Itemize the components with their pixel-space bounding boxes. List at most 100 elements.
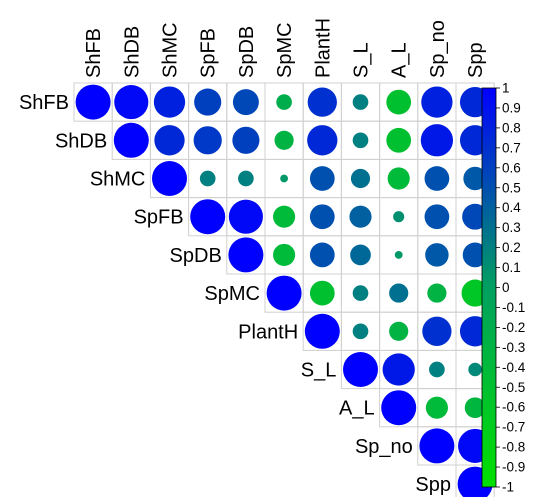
corr-circle-S_L-A_L (382, 353, 415, 386)
corr-circle-ShDB-PlantH (307, 125, 338, 156)
corr-circle-SpFB-SpDB (228, 199, 263, 234)
colorbar-tick-label: 1 (502, 81, 510, 96)
corr-circle-ShFB-A_L (386, 89, 412, 115)
corr-circle-ShFB-ShMC (153, 86, 186, 118)
corr-circle-SpDB-SpMC (273, 243, 296, 266)
corr-circle-ShMC-ShMC (152, 161, 187, 196)
column-label-SpFB: SpFB (198, 28, 220, 78)
corr-circle-ShDB-A_L (386, 127, 412, 153)
corr-circle-SpDB-Sp_no (425, 243, 449, 267)
colorbar-tick-label: -0.1 (502, 300, 525, 315)
corr-circle-ShMC-PlantH (309, 166, 335, 191)
corr-circle-ShMC-Spp (463, 166, 487, 191)
column-labels: ShFB ShDB ShMC SpFB SpDB SpMC PlantH S_L A_L Sp_n… (83, 18, 487, 78)
corr-circle-ShMC-SpDB (238, 170, 254, 187)
grid-lines (73, 82, 495, 497)
column-label-PlantH: PlantH (312, 18, 334, 78)
corr-circle-SpFB-Spp (462, 203, 489, 230)
corr-circle-ShFB-Sp_no (421, 86, 453, 118)
colorbar-tick-label: -1 (502, 480, 514, 495)
corr-circle-SpFB-PlantH (309, 204, 335, 230)
colorbar-tick-label: 0.9 (502, 100, 521, 115)
row-label-ShFB: ShFB (19, 92, 69, 114)
corr-circle-A_L-Sp_no (425, 396, 448, 419)
corr-circle-SpMC-A_L (389, 283, 409, 303)
row-label-A_L: A_L (339, 398, 375, 420)
corr-circle-ShDB-Sp_no (420, 124, 454, 157)
corr-circle-SpDB-PlantH (309, 242, 335, 268)
corr-circle-ShFB-SpFB (194, 88, 222, 116)
corr-circle-ShFB-PlantH (307, 87, 337, 117)
corr-circle-ShDB-ShMC (154, 125, 185, 156)
corr-circle-S_L-Spp (468, 362, 482, 377)
corr-circle-ShFB-SpDB (232, 89, 259, 116)
corr-circle-SpFB-SpMC (273, 205, 296, 228)
corr-circle-SpMC-SpMC (266, 275, 302, 311)
row-label-SpDB: SpDB (170, 245, 222, 267)
corr-circle-SpDB-S_L (350, 244, 371, 266)
colorbar-tick-label: 0.2 (502, 240, 521, 255)
column-label-ShMC: ShMC (160, 22, 182, 78)
column-label-ShDB: ShDB (121, 26, 143, 78)
row-label-PlantH: PlantH (238, 321, 298, 343)
corr-circle-ShFB-SpMC (276, 94, 292, 110)
corr-circle-PlantH-A_L (389, 321, 409, 341)
column-label-A_L: A_L (389, 42, 411, 78)
row-label-ShDB: ShDB (55, 130, 107, 152)
column-label-Sp_no: Sp_no (427, 20, 449, 78)
colorbar-tick-label: 0.3 (502, 220, 521, 235)
corr-circle-Sp_no-Sp_no (419, 428, 455, 464)
row-label-SpFB: SpFB (134, 207, 184, 229)
corr-circle-ShMC-A_L (387, 167, 410, 190)
corr-circle-ShDB-SpDB (232, 126, 260, 154)
colorbar: 1 0.9 0.8 0.7 0.6 0.5 0.4 0.3 0.2 0.1 0 -0.1 -0.2 -0.… (481, 81, 526, 495)
corr-circle-ShDB-S_L (352, 132, 369, 149)
corr-circle-ShMC-SpFB (199, 170, 216, 187)
corr-circle-ShMC-Sp_no (424, 166, 450, 191)
column-label-SpDB: SpDB (236, 26, 258, 78)
colorbar-tick-label: -0.7 (502, 420, 525, 435)
corr-circle-ShMC-S_L (350, 168, 371, 189)
corr-circle-ShDB-ShDB (113, 122, 149, 158)
corr-circle-S_L-Sp_no (429, 361, 445, 378)
row-label-Sp_no: Sp_no (355, 436, 413, 458)
colorbar-tick-label: 0.4 (502, 200, 521, 215)
corr-circle-SpFB-S_L (349, 205, 372, 228)
colorbar-tick-label: -0.2 (502, 320, 525, 335)
row-label-S_L: S_L (301, 360, 337, 382)
row-label-Spp: Spp (415, 474, 451, 496)
corr-circle-SpMC-Sp_no (427, 283, 447, 303)
corr-circle-SpMC-PlantH (309, 280, 335, 306)
colorbar-tick-label: -0.6 (502, 400, 525, 415)
corr-circle-PlantH-S_L (352, 323, 369, 340)
corr-circle-S_L-S_L (343, 352, 378, 387)
colorbar-tick-label: -0.3 (502, 340, 525, 355)
corr-circle-SpFB-A_L (393, 211, 405, 223)
corr-circle-ShDB-SpMC (274, 130, 294, 150)
colorbar-tick-label: -0.9 (502, 460, 525, 475)
colorbar-tick-label: 0.7 (502, 140, 521, 155)
corr-circle-SpFB-Sp_no (424, 204, 450, 230)
corr-circle-PlantH-PlantH (304, 313, 340, 349)
colorbar-gradient (481, 87, 497, 488)
corr-circle-SpFB-SpFB (190, 199, 226, 235)
corr-circle-SpDB-A_L (394, 250, 403, 259)
colorbar-tick-label: 0.1 (502, 260, 521, 275)
corr-circle-A_L-Spp (464, 397, 486, 419)
row-label-ShMC: ShMC (90, 169, 146, 191)
corr-circle-SpDB-SpDB (228, 237, 264, 273)
corr-circle-SpMC-S_L (352, 285, 369, 301)
row-label-SpMC: SpMC (204, 283, 260, 305)
colorbar-tick-label: -0.8 (502, 440, 525, 455)
corr-circle-ShFB-S_L (352, 94, 369, 110)
colorbar-tick-label: -0.4 (502, 360, 526, 375)
corr-circle-ShFB-ShFB (75, 84, 111, 120)
corr-circle-PlantH-Sp_no (422, 316, 452, 346)
column-label-SpMC: SpMC (274, 22, 296, 78)
colorbar-tick-label: 0.8 (502, 120, 521, 135)
corr-circle-ShMC-SpMC (280, 174, 289, 183)
column-label-Spp: Spp (465, 42, 487, 78)
column-label-S_L: S_L (351, 42, 373, 78)
